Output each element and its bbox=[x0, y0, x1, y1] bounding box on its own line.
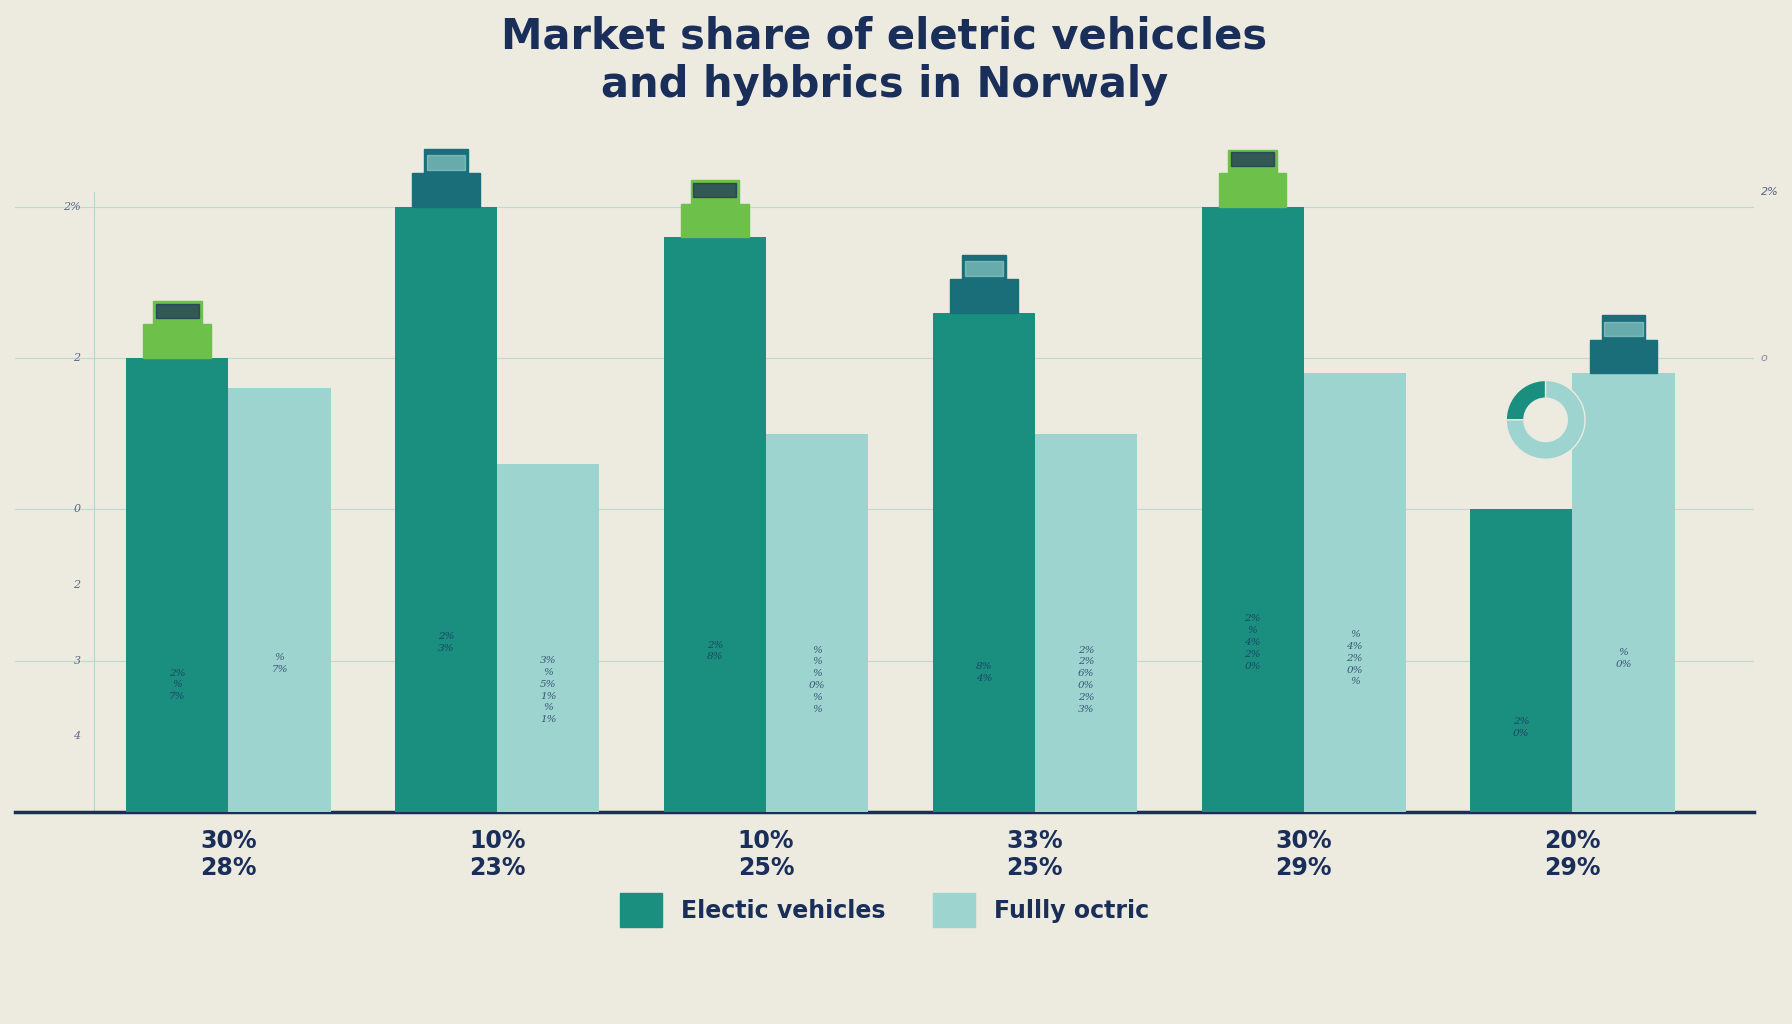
Bar bbox=[1228, 150, 1276, 173]
Bar bbox=[1604, 322, 1643, 336]
Bar bbox=[152, 301, 201, 325]
Text: 2%: 2% bbox=[63, 202, 81, 212]
Text: %
0%: % 0% bbox=[1615, 648, 1633, 669]
Bar bbox=[962, 255, 1005, 280]
Bar bbox=[1303, 374, 1407, 812]
Text: 4: 4 bbox=[73, 731, 81, 741]
Bar bbox=[1231, 153, 1274, 167]
Bar bbox=[690, 180, 738, 204]
Wedge shape bbox=[1507, 380, 1546, 420]
Bar bbox=[1219, 173, 1287, 207]
Bar bbox=[425, 148, 468, 173]
Text: %
4%
2%
0%
%: % 4% 2% 0% % bbox=[1346, 631, 1364, 686]
Bar bbox=[1602, 315, 1645, 340]
Bar bbox=[663, 238, 765, 812]
Bar bbox=[426, 156, 466, 170]
Text: 2: 2 bbox=[73, 353, 81, 364]
Text: 3: 3 bbox=[73, 655, 81, 666]
Bar bbox=[1201, 207, 1303, 812]
Bar bbox=[765, 434, 867, 812]
Bar bbox=[694, 182, 737, 197]
Bar bbox=[143, 325, 211, 358]
Bar bbox=[1590, 340, 1658, 374]
Text: %
%
%
0%
%
%: % % % 0% % % bbox=[808, 645, 826, 714]
Text: 8%
4%: 8% 4% bbox=[975, 662, 993, 683]
Bar bbox=[681, 204, 749, 238]
Text: 2%
8%: 2% 8% bbox=[706, 641, 724, 662]
Text: 2: 2 bbox=[73, 580, 81, 590]
Text: o: o bbox=[1762, 353, 1767, 364]
Text: 2%: 2% bbox=[1762, 186, 1778, 197]
Title: Market share of eletric vehiccles
and hybbrics in Norwaly: Market share of eletric vehiccles and hy… bbox=[502, 15, 1267, 105]
Text: 2%
3%: 2% 3% bbox=[437, 632, 455, 653]
Bar bbox=[1034, 434, 1136, 812]
Bar bbox=[1471, 509, 1573, 812]
Bar bbox=[156, 304, 199, 317]
Text: 0: 0 bbox=[73, 505, 81, 514]
Text: 2%
2%
6%
0%
2%
3%: 2% 2% 6% 0% 2% 3% bbox=[1077, 645, 1095, 714]
Bar bbox=[1573, 374, 1676, 812]
Text: %
7%: % 7% bbox=[271, 653, 289, 674]
Legend: Electic vehicles, Fullly octric: Electic vehicles, Fullly octric bbox=[609, 884, 1159, 936]
Text: 2%
0%: 2% 0% bbox=[1512, 717, 1530, 737]
Bar bbox=[964, 261, 1004, 275]
Bar bbox=[125, 358, 228, 812]
Bar bbox=[228, 388, 330, 812]
Text: 2%
%
4%
2%
0%: 2% % 4% 2% 0% bbox=[1244, 614, 1262, 671]
Bar bbox=[496, 464, 599, 812]
Bar bbox=[950, 280, 1018, 312]
Bar bbox=[412, 173, 480, 207]
Text: 3%
%
5%
1%
%
1%: 3% % 5% 1% % 1% bbox=[539, 656, 557, 724]
Bar bbox=[932, 312, 1034, 812]
Bar bbox=[394, 207, 496, 812]
Text: 2%
%
7%: 2% % 7% bbox=[168, 669, 186, 701]
Wedge shape bbox=[1507, 380, 1584, 459]
